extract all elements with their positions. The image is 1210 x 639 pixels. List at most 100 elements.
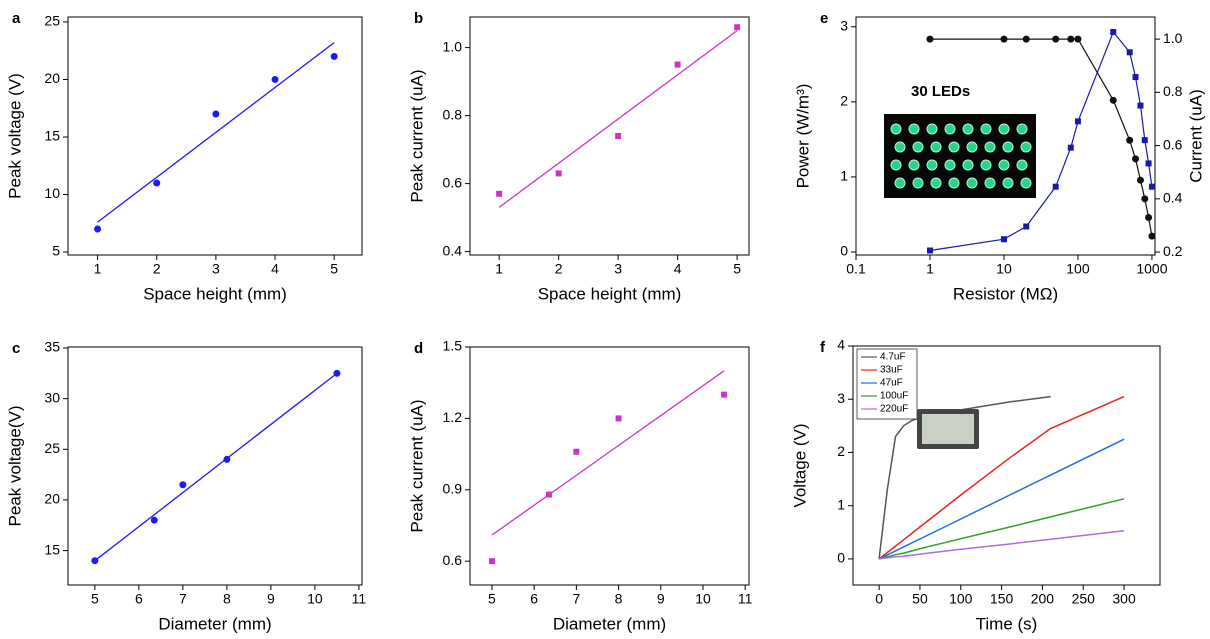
point — [1145, 160, 1152, 167]
y-tick-label: 3 — [837, 390, 845, 406]
y-tick-label: 2 — [837, 443, 845, 459]
led — [926, 123, 938, 135]
legend-label: 220uF — [880, 404, 908, 415]
point — [674, 61, 681, 68]
led — [930, 177, 942, 189]
led — [908, 159, 920, 171]
x-tick-label: 1 — [94, 261, 102, 277]
point — [1074, 35, 1082, 43]
lcd-photo — [917, 409, 979, 449]
y-tick-label: 0.6 — [443, 552, 463, 568]
x-tick-label: 2 — [153, 261, 161, 277]
y-tick-label: 1.0 — [443, 38, 463, 54]
lcd-screen — [922, 414, 974, 444]
y-axis-label: Power (W/m³) — [793, 84, 812, 189]
x-tick-label: 300 — [1112, 591, 1136, 607]
y2-tick-label: 0.8 — [1163, 83, 1183, 99]
x-tick-label: 3 — [614, 261, 622, 277]
fit-line — [97, 42, 335, 223]
legend-label: 4.7uF — [880, 352, 906, 363]
x-tick-label: 1 — [495, 261, 503, 277]
led — [1016, 123, 1028, 135]
y-tick-label: 0.6 — [443, 174, 463, 190]
point — [926, 35, 934, 43]
led — [998, 123, 1010, 135]
led — [948, 177, 960, 189]
panel-label: c — [12, 340, 20, 357]
line — [878, 395, 1051, 559]
point — [1137, 102, 1144, 109]
led — [984, 141, 996, 153]
y-axis-label: Peak current (uA) — [407, 69, 426, 202]
point — [1110, 29, 1117, 36]
point — [555, 170, 562, 177]
point — [1132, 155, 1140, 163]
led — [890, 123, 902, 135]
led — [890, 159, 902, 171]
y-axis-label: Peak current (uA) — [407, 399, 426, 532]
y-axis-label: Peak voltage (V) — [5, 73, 24, 199]
y-tick-label: 1 — [837, 496, 845, 512]
x-tick-label: 8 — [615, 591, 623, 607]
point — [91, 557, 99, 565]
y-tick-label: 25 — [44, 13, 60, 29]
y2-tick-label: 0.4 — [1163, 190, 1183, 206]
point — [330, 52, 338, 60]
fit-line — [491, 370, 725, 536]
led — [966, 141, 978, 153]
y-tick-label: 20 — [44, 491, 60, 507]
x-tick-label: 0.1 — [846, 261, 866, 277]
y-tick-label: 0 — [837, 550, 845, 566]
point — [1067, 35, 1075, 43]
fit-line — [498, 30, 738, 208]
plot-frame — [852, 345, 1161, 586]
point — [223, 455, 231, 463]
point — [94, 225, 102, 233]
y-tick-label: 1 — [840, 168, 848, 184]
point — [1000, 35, 1008, 43]
led — [998, 159, 1010, 171]
legend-label: 100uF — [880, 391, 908, 402]
point — [212, 110, 220, 118]
y-tick-label: 0.4 — [443, 242, 463, 258]
point — [573, 448, 580, 455]
y2-axis-label: Current (uA) — [1186, 89, 1205, 183]
y-tick-label: 4 — [837, 337, 845, 353]
panel: d 5 6 7 8 9 10 11 0.6 0.9 1.2 1.5 Diameter (mm) Peak … — [407, 338, 752, 634]
x-tick-label: 100 — [1066, 261, 1090, 277]
plot-frame — [67, 346, 363, 586]
point — [1126, 49, 1133, 56]
led — [894, 177, 906, 189]
point — [1022, 35, 1030, 43]
x-tick-label: 150 — [990, 591, 1014, 607]
point — [1052, 35, 1060, 43]
x-tick-label: 1000 — [1136, 261, 1167, 277]
x-tick-label: 9 — [267, 591, 275, 607]
point — [496, 190, 503, 197]
point — [1136, 176, 1144, 184]
point — [1148, 183, 1155, 190]
point — [615, 415, 622, 422]
x-tick-label: 100 — [949, 591, 973, 607]
y-tick-label: 15 — [44, 541, 60, 557]
y-tick-label: 5 — [52, 243, 60, 259]
x-tick-label: 2 — [555, 261, 563, 277]
x-tick-label: 4 — [674, 261, 682, 277]
legend: 4.7uF 33uF 47uF 100uF 220uF — [856, 348, 918, 420]
x-tick-label: 5 — [733, 261, 741, 277]
x-tick-label: 7 — [572, 591, 580, 607]
x-tick-label: 10 — [996, 261, 1012, 277]
led-photo — [884, 114, 1036, 198]
point — [333, 369, 341, 377]
panel: a 1 2 3 4 5 5 10 15 20 25 Space height (mm) Peak vol… — [5, 10, 363, 303]
fit-line — [94, 372, 338, 562]
x-tick-label: 0 — [875, 591, 883, 607]
y-axis-label: Peak voltage(V) — [5, 406, 24, 527]
point — [734, 24, 741, 31]
point — [153, 179, 161, 187]
line — [879, 529, 1125, 560]
plot-frame — [469, 346, 750, 586]
x-tick-label: 3 — [212, 261, 220, 277]
panel: f 0 50 100 150 200 250 300 0 1 2 3 4 Time (s) Voltage … — [790, 337, 1161, 633]
point — [271, 75, 279, 83]
